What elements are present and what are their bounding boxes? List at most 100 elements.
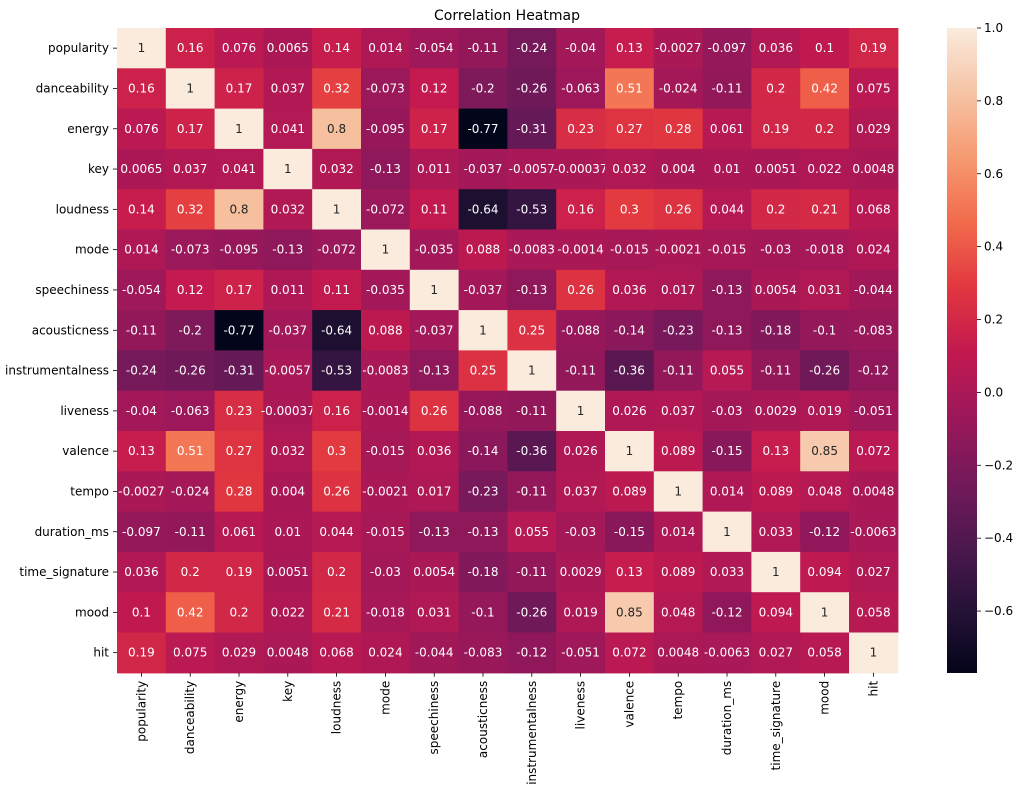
cell-value-label: -0.13 [419,364,450,378]
cell-value-label: 0.089 [661,444,695,458]
x-tick-label: energy [232,681,246,723]
heatmap-cell [458,229,508,271]
cell-value-label: -0.03 [565,525,596,539]
heatmap-cell [605,471,655,513]
heatmap-cell [361,28,411,69]
cell-value-label: -0.15 [711,444,742,458]
cell-value-label: 0.14 [323,41,350,55]
cell-value-label: -0.018 [366,605,405,619]
heatmap-cell [605,431,655,472]
heatmap-cell [751,108,801,150]
cell-value-label: 0.01 [274,525,301,539]
heatmap-cell [361,108,411,150]
heatmap-cell [165,390,216,432]
heatmap-cell [653,471,704,513]
heatmap-cell [165,350,216,392]
cell-value-label: -0.072 [366,202,405,216]
heatmap-cell [361,229,411,271]
cell-value-label: -0.037 [464,162,503,176]
cell-value-label: 0.031 [417,605,451,619]
cell-value-label: 1 [772,565,780,579]
cell-value-label: 0.21 [323,605,350,619]
heatmap-cell [800,551,850,593]
cell-value-label: 0.041 [271,122,305,136]
cell-value-label: 0.85 [616,605,643,619]
cell-value-label: 0.19 [762,122,789,136]
cell-value-label: 0.19 [860,41,887,55]
x-tick-label: instrumentalness [525,681,539,785]
heatmap-cell [117,28,167,69]
cell-value-label: 1 [186,81,194,95]
heatmap-cells: 1 0.16 0.076 0.0065 0.14 0.014 -0.054 -0.11 -0.2… [117,28,899,674]
cell-value-label: -0.31 [223,364,254,378]
cell-value-label: 0.13 [762,444,789,458]
heatmap-cell [117,471,167,513]
heatmap-cell [751,390,801,432]
heatmap-cell [263,592,313,634]
heatmap-cell [117,148,167,190]
heatmap-cell [849,108,899,150]
heatmap-cell [605,229,655,271]
cell-value-label: -0.037 [464,283,503,297]
cell-value-label: -0.035 [366,283,405,297]
cell-value-label: -0.051 [854,404,893,418]
heatmap-cell [361,390,411,432]
cell-value-label: 0.16 [567,202,594,216]
cell-value-label: 0.026 [612,404,646,418]
cell-value-label: 0.17 [421,122,448,136]
cell-value-label: 0.094 [807,565,841,579]
heatmap-cell [849,390,899,432]
cell-value-label: -0.04 [126,404,157,418]
heatmap-cell [556,390,606,432]
cell-value-label: -0.015 [708,243,747,257]
cell-value-label: -0.53 [321,364,352,378]
cell-value-label: 0.8 [327,122,346,136]
heatmap-cell [312,28,362,69]
heatmap-cell [117,108,167,150]
heatmap-cell [556,108,606,150]
heatmap-cell [361,431,411,472]
cell-value-label: 0.068 [856,202,890,216]
heatmap-cell [117,390,167,432]
cell-value-label: -0.12 [711,605,742,619]
heatmap-cell [214,431,264,472]
heatmap-cell [507,269,557,311]
cell-value-label: -0.13 [516,283,547,297]
heatmap-cell [751,431,801,472]
heatmap-cell [800,148,850,190]
cell-value-label: -0.26 [516,605,547,619]
cell-value-label: 0.2 [229,605,248,619]
cell-value-label: 0.28 [226,484,253,498]
heatmap-cell [312,189,362,231]
heatmap-cell [361,310,411,351]
heatmap-cell [458,592,508,634]
heatmap-cell [214,632,264,674]
heatmap-cell [165,511,216,553]
x-tick-label: danceability [183,681,197,754]
x-tick-label: time_signature [769,681,783,771]
cell-value-label: 0.0051 [267,565,309,579]
heatmap-cell [214,310,264,351]
cell-value-label: 0.3 [327,444,346,458]
cell-value-label: -0.024 [171,484,210,498]
x-tick-label: acousticness [476,681,490,758]
heatmap-cell [458,189,508,231]
heatmap-cell [117,431,167,472]
heatmap-cell [165,148,216,190]
heatmap-cell [507,350,557,392]
cell-value-label: 0.094 [759,605,793,619]
cell-value-label: 0.0029 [560,565,602,579]
cell-value-label: 0.32 [177,202,204,216]
cell-value-label: -0.0083 [509,243,555,257]
cell-value-label: 0.048 [807,484,841,498]
heatmap-cell [263,148,313,190]
cell-value-label: 0.51 [177,444,204,458]
heatmap-cell [214,189,264,231]
cell-value-label: 0.2 [327,565,346,579]
cell-value-label: -0.1 [471,605,494,619]
heatmap-cell [312,148,362,190]
heatmap-cell [507,551,557,593]
cell-value-label: -0.11 [565,364,596,378]
cell-value-label: -0.24 [516,41,547,55]
cell-value-label: -0.044 [415,646,454,660]
